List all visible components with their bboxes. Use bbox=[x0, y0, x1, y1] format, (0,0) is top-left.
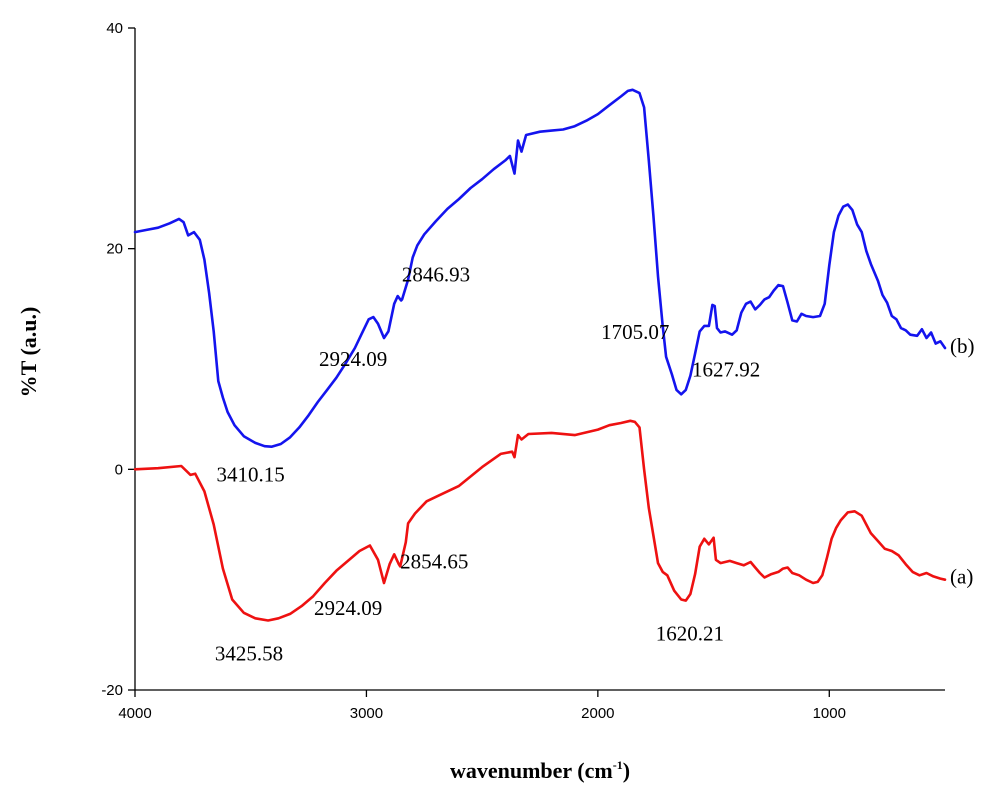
y-axis-title: %T (a.u.) bbox=[16, 307, 41, 398]
peak-annotation: 2854.65 bbox=[400, 549, 468, 573]
peak-annotation: 3410.15 bbox=[217, 463, 285, 487]
peak-annotation: (b) bbox=[950, 334, 975, 358]
peak-annotation: (a) bbox=[950, 565, 973, 589]
y-tick-label: 20 bbox=[106, 241, 123, 258]
ticks: 4000 3000 2000 1000 -20 0 20 40 bbox=[101, 20, 846, 722]
series-b-line bbox=[133, 88, 947, 448]
peak-annotation: 1620.21 bbox=[656, 622, 724, 646]
x-tick-label: 2000 bbox=[581, 705, 614, 722]
series-layer bbox=[133, 88, 947, 622]
peak-annotation: 2924.09 bbox=[314, 596, 382, 620]
x-axis-title-superscript: -1 bbox=[613, 758, 623, 772]
y-tick-label: -20 bbox=[101, 682, 123, 699]
x-axis-title-suffix: ) bbox=[623, 758, 630, 783]
peak-annotation: 3425.58 bbox=[215, 642, 283, 666]
y-tick-label: 0 bbox=[115, 461, 123, 478]
x-tick-label: 1000 bbox=[813, 705, 846, 722]
peak-annotation: 1627.92 bbox=[692, 357, 760, 381]
peak-annotation: 2846.93 bbox=[402, 262, 470, 286]
x-tick-label: 3000 bbox=[350, 705, 383, 722]
x-axis-title: wavenumber (cm-1) bbox=[450, 758, 630, 783]
x-axis-title-main: wavenumber (cm bbox=[450, 758, 613, 783]
peak-annotation: 1705.07 bbox=[601, 320, 669, 344]
series-a-line bbox=[133, 419, 947, 622]
y-tick-label: 40 bbox=[106, 20, 123, 37]
axes bbox=[134, 28, 945, 691]
x-tick-label: 4000 bbox=[118, 705, 151, 722]
annotation-layer: 3410.15 2924.09 2846.93 1705.07 1627.92 (b) 34… bbox=[215, 262, 975, 665]
peak-annotation: 2924.09 bbox=[319, 347, 387, 371]
